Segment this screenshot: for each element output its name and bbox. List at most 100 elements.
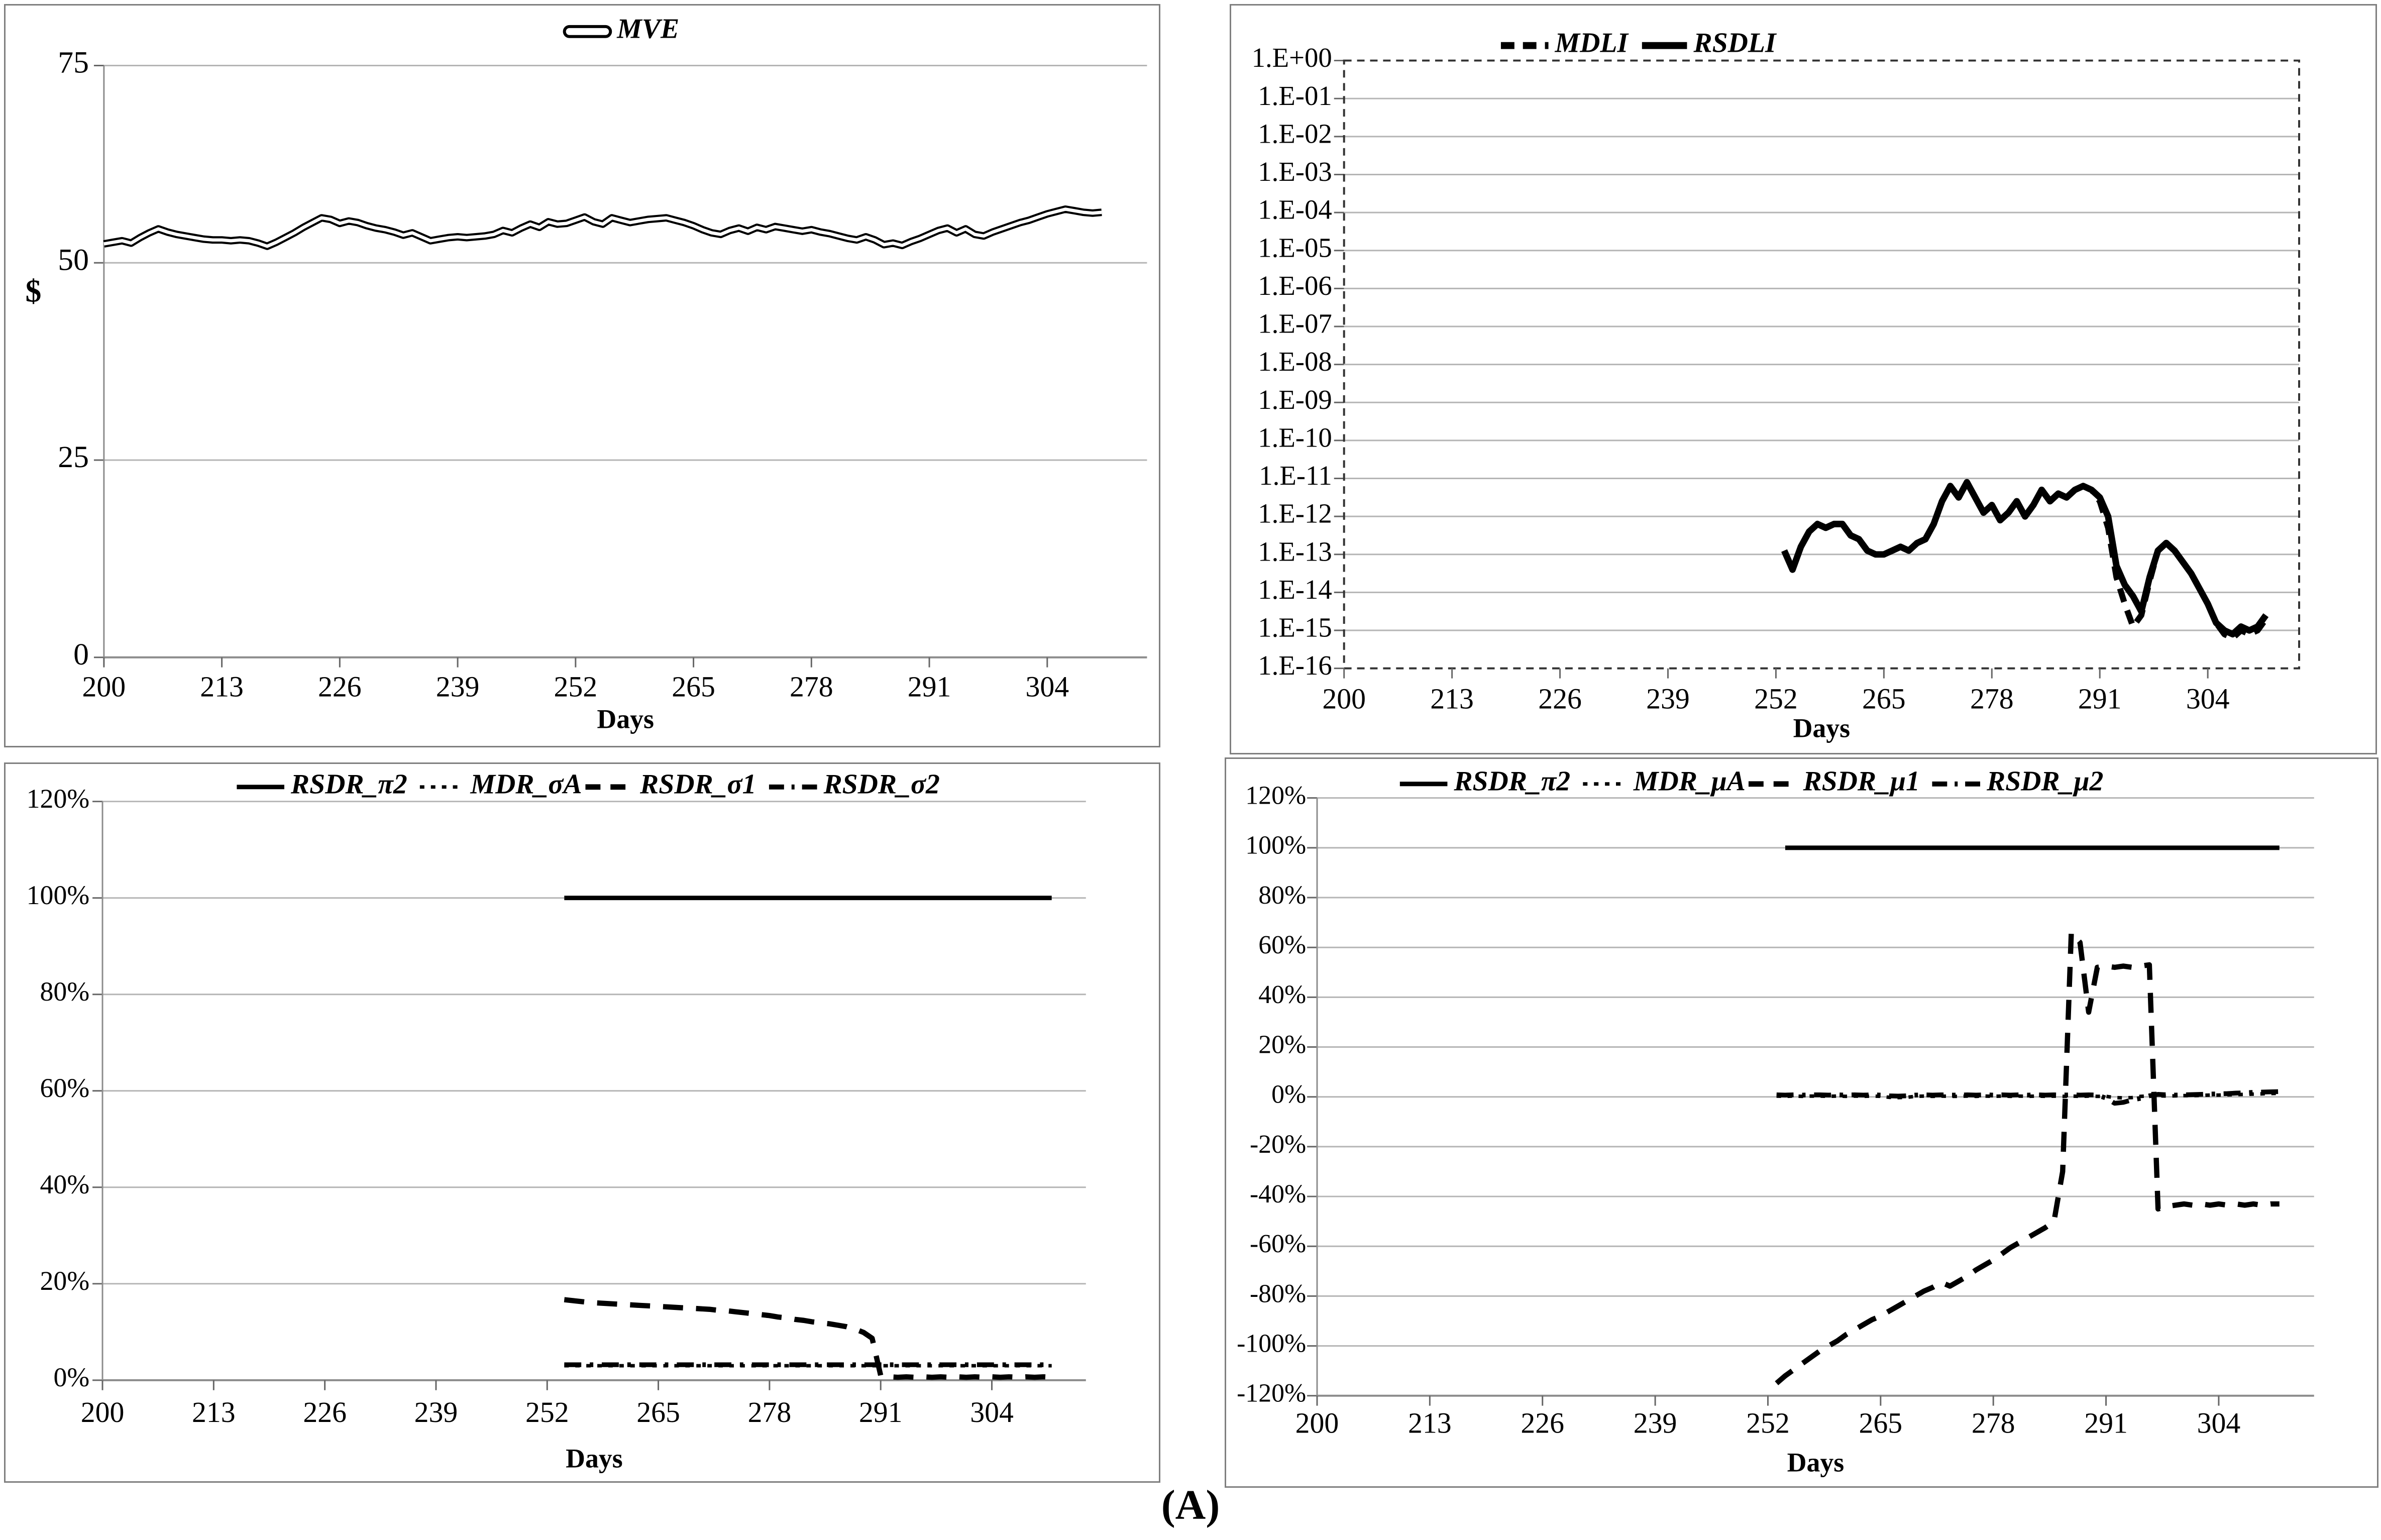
y-tick-label: 100% [1245, 831, 1306, 860]
x-tick-label: 200 [81, 1397, 125, 1428]
y-tick-label: 0% [1271, 1080, 1306, 1109]
x-axis-title: Days [1793, 713, 1851, 743]
y-tick-label: 0% [53, 1362, 89, 1392]
y-tick-label: 1.E-04 [1258, 194, 1332, 225]
x-tick-label: 265 [672, 672, 715, 703]
series-MDLI [1781, 479, 2268, 641]
x-tick-label: 252 [1746, 1408, 1790, 1440]
x-tick-label: 252 [1754, 684, 1798, 715]
chart-mve-panel: 0 25 50 75 200 213 226 239 252 265 278 291 304 Days $ M… [4, 4, 1160, 747]
legend-label: MVE [616, 14, 679, 45]
y-tick-label: 1.E-08 [1258, 346, 1332, 377]
y-tick-label: 80% [1258, 881, 1306, 910]
legend-label: RSDR_π2 [1453, 766, 1570, 797]
y-tick-label: 1.E-14 [1258, 574, 1332, 605]
y-tick-label: 0 [73, 637, 89, 672]
y-tick-label: 1.E-15 [1258, 612, 1332, 643]
x-tick-label: 226 [303, 1397, 347, 1428]
y-tick-label: 1.E-09 [1258, 384, 1332, 415]
x-axis: 200 213 226 239 252 265 278 291 304 [1322, 668, 2230, 715]
gridlines [92, 801, 1086, 1381]
y-tick-label: 20% [40, 1266, 90, 1296]
x-tick-label: 239 [436, 672, 480, 703]
x-tick-label: 226 [318, 672, 362, 703]
y-tick-label: 1.E-05 [1258, 232, 1332, 263]
series-group [1775, 845, 2280, 1385]
x-tick-label: 226 [1521, 1408, 1564, 1440]
gridlines [1334, 60, 2300, 670]
legend: RSDR_π2 MDR_μA RSDR_μ1 RSDR_μ2 [1399, 766, 2103, 797]
legend-label: RSDLI [1693, 27, 1777, 58]
x-axis: 200 213 226 239 252 265 278 291 304 [82, 657, 1069, 703]
y-axis-tick-labels: 0 25 50 75 [58, 46, 89, 672]
y-axis-tick-labels: 0% 20% 40% 60% 80% 100% 120% [27, 784, 89, 1392]
x-tick-label: 200 [1295, 1408, 1339, 1440]
x-tick-label: 252 [525, 1397, 569, 1428]
x-tick-label: 200 [82, 672, 126, 703]
x-tick-label: 239 [1634, 1408, 1677, 1440]
legend-label: RSDR_μ1 [1802, 766, 1919, 797]
mve-chart: 0 25 50 75 200 213 226 239 252 265 278 291 304 Days $ M… [26, 14, 1147, 734]
chart-mdli-rsdli-panel: 1.E+00 1.E-01 1.E-02 1.E-03 1.E-04 1.E-05 1.E-… [1230, 4, 2377, 754]
dli-chart: 1.E+00 1.E-01 1.E-02 1.E-03 1.E-04 1.E-05 1.E-… [1252, 27, 2301, 743]
legend-marker-MVE [563, 25, 612, 38]
series-group [103, 205, 1102, 250]
x-tick-label: 278 [1970, 684, 2014, 715]
legend-label: RSDR_π2 [290, 769, 407, 800]
x-tick-label: 239 [1646, 684, 1690, 715]
x-axis: 200 213 226 239 252 265 278 291 304 [81, 1380, 1014, 1428]
y-tick-label: 50 [58, 243, 89, 277]
y-tick-label: 120% [27, 784, 89, 814]
x-tick-label: 265 [1859, 1408, 1903, 1440]
x-tick-label: 265 [636, 1397, 680, 1428]
y-tick-label: 75 [58, 46, 89, 80]
y-tick-label: 1.E-11 [1259, 460, 1332, 491]
legend-label: RSDR_σ2 [823, 769, 939, 800]
y-tick-label: 20% [1258, 1030, 1306, 1059]
x-tick-label: 304 [2186, 684, 2230, 715]
x-tick-label: 278 [748, 1397, 792, 1428]
y-axis-tick-labels: 1.E+00 1.E-01 1.E-02 1.E-03 1.E-04 1.E-05 1.E-… [1252, 42, 1332, 681]
x-tick-label: 291 [908, 672, 951, 703]
y-tick-label: 25 [58, 440, 89, 474]
y-tick-label: -100% [1237, 1329, 1306, 1358]
y-tick-label: -60% [1250, 1230, 1306, 1258]
legend: MVE [563, 14, 679, 45]
series-group [564, 896, 1052, 1380]
x-tick-label: 304 [1025, 672, 1069, 703]
x-tick-label: 291 [2078, 684, 2122, 715]
legend: MDLI RSDLI [1500, 27, 1777, 58]
x-tick-label: 304 [2197, 1408, 2241, 1440]
x-axis-title: Days [1787, 1448, 1845, 1478]
y-tick-label: 1.E-03 [1258, 156, 1332, 187]
figure-caption: (A) [1161, 1482, 1220, 1528]
x-tick-label: 213 [1408, 1408, 1452, 1440]
y-tick-label: 40% [40, 1169, 90, 1199]
y-tick-label: 60% [1258, 931, 1306, 959]
series-RSDLI [1781, 479, 2269, 638]
x-tick-label: 278 [790, 672, 833, 703]
y-tick-label: -80% [1250, 1279, 1306, 1308]
x-tick-label: 291 [859, 1397, 903, 1428]
y-axis-tick-labels: -120% -100% -80% -60% -40% -20% 0% 20% 40% 60% 80%… [1237, 782, 1306, 1408]
mu-chart: -120% -100% -80% -60% -40% -20% 0% 20% 40% 60% 80%… [1237, 766, 2314, 1478]
y-tick-label: 1.E-16 [1258, 650, 1332, 681]
chart-rsdr-sigma-panel: 0% 20% 40% 60% 80% 100% 120% 200 213 226 239 252 265… [4, 762, 1160, 1483]
x-axis-title: Days [566, 1444, 623, 1474]
x-tick-label: 265 [1862, 684, 1906, 715]
y-tick-label: 1.E+00 [1252, 42, 1332, 73]
series-RSDR_σ1 [564, 1297, 1052, 1380]
x-tick-label: 200 [1322, 684, 1366, 715]
x-tick-label: 278 [1972, 1408, 2015, 1440]
legend-label: RSDR_σ1 [639, 769, 756, 800]
series-group [1781, 479, 2269, 641]
y-tick-label: 120% [1245, 782, 1306, 810]
x-tick-label: 213 [192, 1397, 236, 1428]
gridlines [93, 65, 1147, 658]
sigma-chart: 0% 20% 40% 60% 80% 100% 120% 200 213 226 239 252 265… [27, 769, 1086, 1474]
legend-label: RSDR_μ2 [1986, 766, 2103, 797]
y-tick-label: 1.E-10 [1258, 422, 1332, 453]
legend-label: MDR_μA [1633, 766, 1746, 797]
legend: RSDR_π2 MDR_σA RSDR_σ1 RSDR_σ2 [237, 769, 940, 800]
y-tick-label: -120% [1237, 1379, 1306, 1408]
